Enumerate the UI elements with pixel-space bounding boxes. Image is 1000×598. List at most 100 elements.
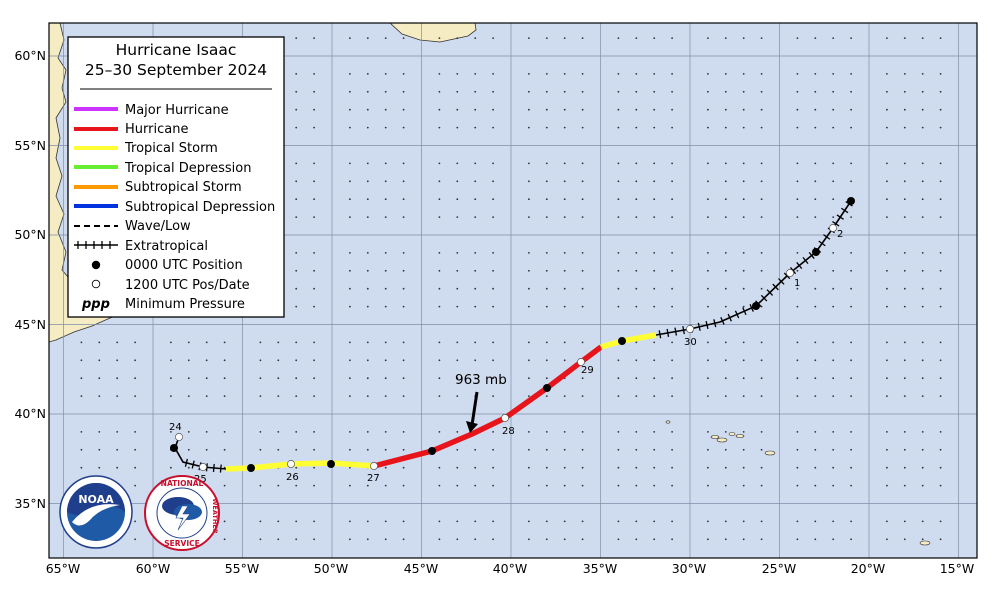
grid-dot bbox=[402, 395, 405, 397]
grid-dot bbox=[134, 377, 137, 380]
lon-label-20w: 20°W bbox=[851, 561, 886, 576]
grid-dot bbox=[724, 538, 727, 541]
grid-dot bbox=[474, 377, 477, 380]
grid-dot bbox=[187, 395, 190, 397]
grid-dot bbox=[671, 90, 673, 93]
grid-dot bbox=[617, 180, 620, 183]
grid-dot bbox=[474, 359, 477, 362]
grid-dot bbox=[760, 287, 763, 290]
grid-dot bbox=[903, 359, 906, 362]
grid-dot bbox=[796, 162, 799, 165]
grid-dot bbox=[349, 180, 351, 183]
grid-dot bbox=[814, 216, 817, 219]
grid-dot bbox=[796, 377, 799, 380]
grid-dot bbox=[295, 359, 298, 362]
grid-dot bbox=[366, 431, 369, 433]
grid-dot bbox=[814, 19, 816, 21]
grid-dot bbox=[903, 90, 906, 93]
grid-dot bbox=[707, 19, 709, 21]
grid-dot bbox=[581, 287, 584, 290]
grid-dot bbox=[742, 73, 745, 75]
grid-dot bbox=[581, 269, 584, 272]
grid-dot bbox=[116, 341, 119, 344]
grid-dot bbox=[563, 198, 566, 201]
lon-label-40w: 40°W bbox=[493, 561, 528, 576]
grid-dot bbox=[492, 287, 494, 290]
extratropical-tick bbox=[818, 240, 826, 247]
grid-dot bbox=[295, 90, 298, 93]
grid-dot bbox=[438, 520, 441, 523]
extratropical-tick bbox=[727, 313, 732, 322]
day-label-28: 28 bbox=[502, 426, 515, 437]
grid-dot bbox=[116, 359, 119, 362]
grid-dot bbox=[903, 377, 906, 380]
grid-dot bbox=[796, 538, 799, 541]
grid-dot bbox=[653, 162, 656, 165]
grid-dot bbox=[635, 269, 638, 272]
nws-logo-top-text: NATIONAL bbox=[161, 479, 204, 488]
grid-dot bbox=[635, 448, 638, 451]
grid-dot bbox=[850, 162, 852, 165]
grid-dot bbox=[671, 431, 673, 433]
grid-dot bbox=[796, 108, 799, 111]
grid-dot bbox=[259, 395, 262, 397]
grid-dot bbox=[295, 287, 298, 290]
grid-dot bbox=[223, 377, 226, 380]
grid-dot bbox=[474, 341, 477, 344]
grid-dot bbox=[707, 126, 709, 129]
grid-dot bbox=[563, 305, 566, 308]
grid-dot bbox=[635, 73, 638, 75]
grid-dot bbox=[187, 341, 190, 344]
grid-dot bbox=[134, 19, 136, 21]
grid-dot bbox=[366, 126, 369, 129]
grid-dot bbox=[814, 287, 817, 290]
legend-label-min-pressure: Minimum Pressure bbox=[125, 297, 245, 312]
grid-dot bbox=[366, 538, 369, 541]
grid-dot bbox=[474, 37, 477, 39]
grid-dot bbox=[528, 180, 530, 183]
grid-dot bbox=[528, 359, 530, 362]
lat-label-50n: 50°N bbox=[14, 227, 46, 242]
grid-dot bbox=[474, 484, 477, 487]
grid-dot bbox=[438, 37, 441, 39]
grid-dot bbox=[349, 466, 351, 469]
grid-dot bbox=[653, 108, 656, 111]
grid-dot bbox=[850, 216, 852, 219]
grid-dot bbox=[832, 90, 835, 93]
grid-dot bbox=[742, 90, 745, 93]
grid-dot bbox=[653, 520, 656, 523]
grid-dot bbox=[760, 484, 763, 487]
grid-dot bbox=[384, 305, 387, 308]
grid-dot bbox=[832, 341, 835, 344]
grid-dot bbox=[187, 448, 190, 451]
grid-dot bbox=[259, 341, 262, 344]
grid-dot bbox=[742, 126, 745, 129]
grid-dot bbox=[438, 180, 441, 183]
grid-dot bbox=[581, 216, 584, 219]
grid-dot bbox=[850, 484, 852, 487]
grid-dot bbox=[438, 431, 441, 433]
grid-dot bbox=[295, 341, 298, 344]
grid-dot bbox=[653, 180, 656, 183]
grid-dot bbox=[98, 359, 101, 362]
grid-dot bbox=[653, 484, 656, 487]
grid-dot bbox=[832, 305, 835, 308]
grid-dot bbox=[295, 162, 298, 165]
grid-dot bbox=[635, 305, 638, 308]
grid-dot bbox=[653, 359, 656, 362]
lon-label-35w: 35°W bbox=[583, 561, 618, 576]
grid-dot bbox=[492, 484, 494, 487]
grid-dot bbox=[116, 395, 119, 397]
grid-dot bbox=[903, 37, 906, 39]
noaa-logo-text: NOAA bbox=[78, 493, 114, 506]
grid-dot bbox=[850, 466, 852, 469]
grid-dot bbox=[384, 448, 387, 451]
grid-dot bbox=[886, 359, 888, 362]
grid-dot bbox=[384, 287, 387, 290]
grid-dot bbox=[205, 395, 208, 397]
grid-dot bbox=[653, 377, 656, 380]
grid-dot bbox=[456, 431, 459, 433]
grid-dot bbox=[635, 90, 638, 93]
grid-dot bbox=[188, 19, 190, 21]
grid-dot bbox=[563, 520, 566, 523]
